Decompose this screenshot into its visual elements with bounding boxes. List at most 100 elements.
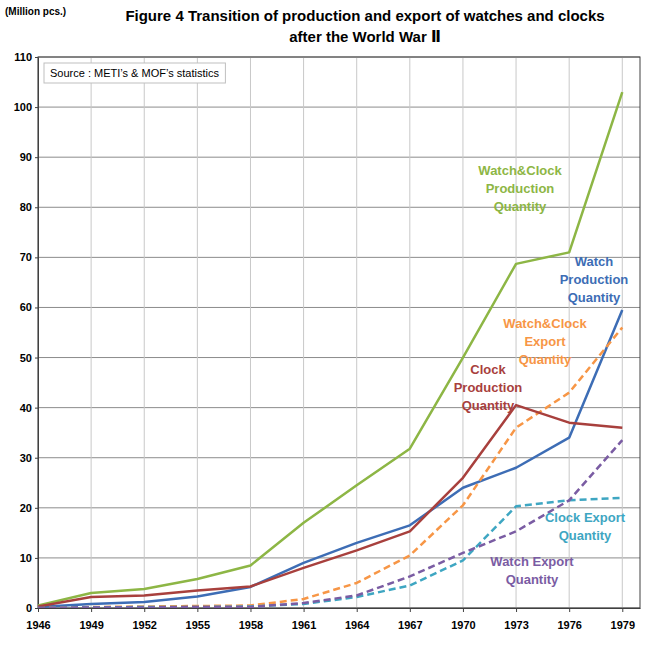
y-tick: 20 — [20, 502, 38, 514]
x-axis-line — [39, 608, 641, 609]
y-tick: 40 — [20, 402, 38, 414]
background — [0, 0, 650, 650]
title-line: after the World War Ⅱ — [289, 28, 441, 45]
series-labels: Watch&Clock Production Quantity Watch Produc… — [454, 163, 629, 587]
chart-svg: 1946194919521955195819611964196719701973… — [0, 0, 650, 650]
x-tick-label: 1967 — [398, 619, 422, 631]
y-tick-mark — [35, 257, 38, 258]
x-tick-label: 1979 — [611, 619, 635, 631]
grid-line-y — [38, 507, 640, 508]
grid-line-x — [516, 57, 517, 608]
y-tick: 80 — [20, 201, 38, 213]
series-label: Watch Production Quantity — [560, 254, 629, 305]
y-tick-mark — [35, 508, 38, 509]
x-tick-mark — [304, 608, 305, 612]
x-tick: 1949 — [79, 608, 103, 631]
y-tick-label: 60 — [20, 301, 32, 313]
y-tick-mark — [35, 157, 38, 158]
y-tick-mark — [35, 307, 38, 308]
series-label-line: Clock Export — [545, 510, 626, 525]
series-label-line: Production — [486, 181, 555, 196]
x-tick: 1961 — [292, 608, 316, 631]
x-tick-mark — [197, 608, 198, 612]
x-tick-label: 1970 — [451, 619, 475, 631]
y-axis: 0 10 20 30 40 50 60 70 80 90 100 110 — [14, 51, 39, 614]
y-tick-mark — [35, 408, 38, 409]
y-tick-mark — [35, 358, 38, 359]
y-tick-mark — [35, 558, 38, 559]
y-tick-mark — [35, 207, 38, 208]
source-text: Source : METI’s & MOF’s statistics — [50, 67, 219, 79]
y-tick-label: 110 — [14, 51, 32, 63]
title: Figure 4 Transition of production and ex… — [125, 7, 604, 45]
series-line — [38, 327, 622, 608]
series-label-line: Clock — [470, 362, 506, 377]
x-tick: 1952 — [132, 608, 156, 631]
series-label-line: Quantity — [506, 572, 559, 587]
x-tick-mark — [463, 608, 464, 612]
x-tick-mark — [410, 608, 411, 612]
y-tick-label: 100 — [14, 101, 32, 113]
y-tick: 100 — [14, 101, 38, 113]
grid-line-x — [569, 57, 570, 608]
y-tick-mark — [35, 458, 38, 459]
x-tick: 1964 — [345, 608, 370, 631]
grid — [38, 57, 640, 608]
x-tick-label: 1949 — [79, 619, 103, 631]
grid-line-x — [91, 57, 92, 608]
series-label-line: Quantity — [559, 528, 612, 543]
y-tick-label: 10 — [20, 552, 32, 564]
x-tick-mark — [91, 608, 92, 612]
y-tick: 60 — [20, 301, 38, 313]
x-tick-label: 1955 — [186, 619, 210, 631]
series-label-line: Production — [560, 272, 629, 287]
series-label: ClockProductionQuantity — [454, 362, 523, 413]
x-tick-mark — [357, 608, 358, 612]
y-tick-mark — [35, 57, 38, 58]
series-label-line: Export — [524, 334, 566, 349]
series-label: Watch&ClockProductionQuantity — [478, 163, 562, 214]
y-tick: 10 — [20, 552, 38, 564]
grid-line-x — [356, 57, 357, 608]
grid-line-x — [197, 57, 198, 608]
grid-line-y — [38, 157, 640, 158]
x-tick-mark — [144, 608, 145, 612]
x-tick-label: 1964 — [345, 619, 370, 631]
grid-line-x — [144, 57, 145, 608]
x-tick-mark — [250, 608, 251, 612]
y-tick-label: 70 — [20, 251, 32, 263]
y-tick-label: 80 — [20, 201, 32, 213]
plot-area: 1946194919521955195819611964196719701973… — [14, 51, 641, 631]
y-tick-label: 0 — [26, 602, 32, 614]
y-tick-label: 30 — [20, 452, 32, 464]
x-tick-mark — [38, 608, 39, 612]
x-tick: 1955 — [186, 608, 210, 631]
y-tick-mark — [35, 608, 38, 609]
grid-line-x — [303, 57, 304, 608]
x-tick-label: 1973 — [504, 619, 528, 631]
grid-line-y — [38, 407, 640, 408]
series-line — [38, 405, 622, 606]
series-label: Clock Export Quantity — [545, 510, 626, 543]
x-tick-label: 1958 — [239, 619, 263, 631]
y-axis-title: (Million pcs.) — [5, 6, 66, 17]
x-tick-mark — [622, 608, 623, 612]
y-tick: 90 — [20, 151, 38, 163]
series-label-line: Watch — [575, 254, 614, 269]
grid-line-y — [38, 107, 640, 108]
x-tick: 1973 — [504, 608, 528, 631]
grid-line-x — [250, 57, 251, 608]
y-tick: 0 — [26, 602, 38, 614]
x-tick: 1958 — [239, 608, 263, 631]
series-label-line: Quantity — [568, 290, 621, 305]
y-tick: 70 — [20, 251, 38, 263]
series-line — [38, 92, 622, 605]
series-line — [38, 498, 622, 608]
y-tick: 110 — [14, 51, 38, 63]
y-tick-label: 50 — [20, 352, 32, 364]
series-label: Watch ExportQuantity — [490, 554, 574, 587]
source-frame — [44, 63, 225, 83]
grid-line-y — [38, 457, 640, 458]
series-label-line: Watch&Clock — [478, 163, 562, 178]
series-label: Watch&ClockExportQuantity — [503, 316, 587, 367]
